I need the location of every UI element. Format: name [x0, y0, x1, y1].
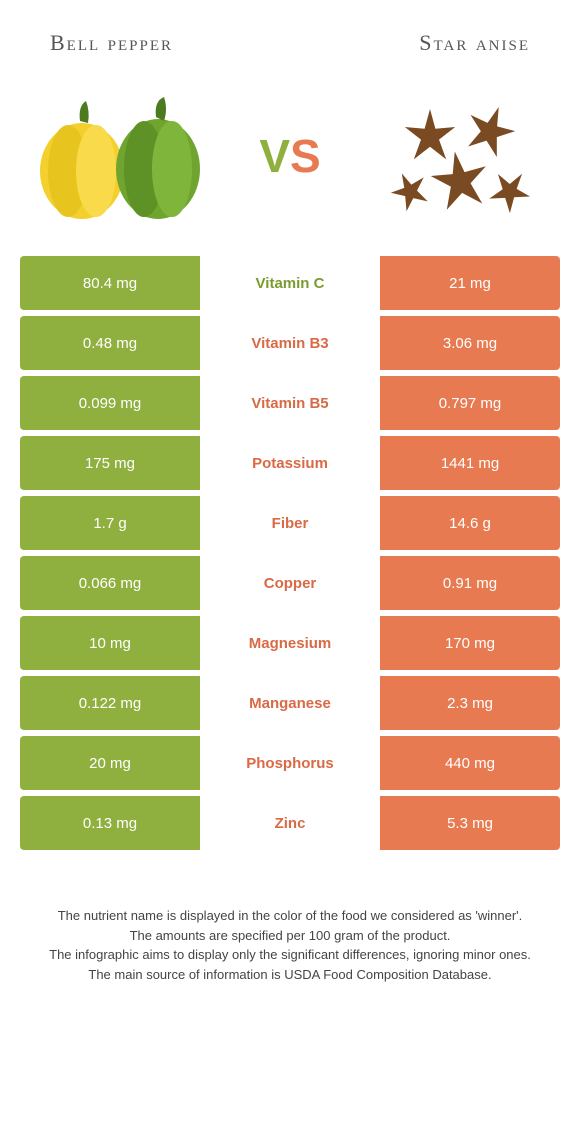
- nutrient-row: 80.4 mgVitamin C21 mg: [20, 256, 560, 310]
- right-value: 0.91 mg: [380, 556, 560, 610]
- footer-line-3: The infographic aims to display only the…: [20, 945, 560, 965]
- nutrient-row: 0.48 mgVitamin B33.06 mg: [20, 316, 560, 370]
- nutrient-name: Manganese: [200, 676, 380, 730]
- right-value: 1441 mg: [380, 436, 560, 490]
- left-value: 80.4 mg: [20, 256, 200, 310]
- right-value: 5.3 mg: [380, 796, 560, 850]
- right-value: 21 mg: [380, 256, 560, 310]
- vs-label: VS: [259, 129, 320, 183]
- nutrient-row: 0.122 mgManganese2.3 mg: [20, 676, 560, 730]
- footer-line-2: The amounts are specified per 100 gram o…: [20, 926, 560, 946]
- nutrient-name: Zinc: [200, 796, 380, 850]
- nutrient-row: 0.099 mgVitamin B50.797 mg: [20, 376, 560, 430]
- vs-v: V: [259, 130, 290, 182]
- nutrient-name: Fiber: [200, 496, 380, 550]
- nutrient-name: Vitamin B3: [200, 316, 380, 370]
- nutrient-name: Magnesium: [200, 616, 380, 670]
- star-anise-image: [370, 81, 550, 231]
- left-value: 10 mg: [20, 616, 200, 670]
- right-value: 2.3 mg: [380, 676, 560, 730]
- hero-row: VS: [0, 66, 580, 256]
- nutrient-row: 1.7 gFiber14.6 g: [20, 496, 560, 550]
- nutrient-row: 20 mgPhosphorus440 mg: [20, 736, 560, 790]
- nutrient-name: Copper: [200, 556, 380, 610]
- right-value: 14.6 g: [380, 496, 560, 550]
- right-value: 0.797 mg: [380, 376, 560, 430]
- bell-pepper-image: [30, 81, 210, 231]
- nutrient-name: Phosphorus: [200, 736, 380, 790]
- left-food-title: Bell pepper: [50, 30, 173, 56]
- nutrient-row: 0.066 mgCopper0.91 mg: [20, 556, 560, 610]
- right-value: 3.06 mg: [380, 316, 560, 370]
- right-value: 440 mg: [380, 736, 560, 790]
- left-value: 0.122 mg: [20, 676, 200, 730]
- nutrient-row: 0.13 mgZinc5.3 mg: [20, 796, 560, 850]
- right-food-title: Star anise: [419, 30, 530, 56]
- left-value: 1.7 g: [20, 496, 200, 550]
- left-value: 20 mg: [20, 736, 200, 790]
- vs-s: S: [290, 130, 321, 182]
- right-value: 170 mg: [380, 616, 560, 670]
- nutrient-name: Vitamin C: [200, 256, 380, 310]
- nutrient-table: 80.4 mgVitamin C21 mg 0.48 mgVitamin B33.…: [0, 256, 580, 850]
- footer-notes: The nutrient name is displayed in the co…: [0, 856, 580, 1004]
- footer-line-4: The main source of information is USDA F…: [20, 965, 560, 985]
- nutrient-name: Vitamin B5: [200, 376, 380, 430]
- left-value: 0.13 mg: [20, 796, 200, 850]
- footer-line-1: The nutrient name is displayed in the co…: [20, 906, 560, 926]
- left-value: 0.48 mg: [20, 316, 200, 370]
- nutrient-name: Potassium: [200, 436, 380, 490]
- left-value: 0.066 mg: [20, 556, 200, 610]
- nutrient-row: 10 mgMagnesium170 mg: [20, 616, 560, 670]
- nutrient-row: 175 mgPotassium1441 mg: [20, 436, 560, 490]
- left-value: 0.099 mg: [20, 376, 200, 430]
- left-value: 175 mg: [20, 436, 200, 490]
